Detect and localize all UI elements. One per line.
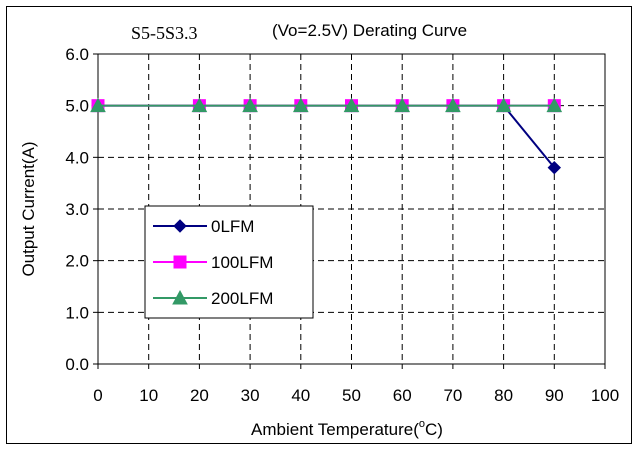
axis-ticks: 0.0 1.0 2.0 3.0 4.0 5.0 6.0 0 10 20 30 40 50 60 70 80 90… [65, 45, 619, 405]
x-tick-label: 50 [342, 386, 361, 405]
x-tick-label: 20 [190, 386, 209, 405]
data-point [191, 97, 208, 113]
data-point [495, 97, 512, 113]
x-tick-label: 100 [591, 386, 619, 405]
chart-title-model: S5-5S3.3 [131, 23, 198, 43]
x-tick-label: 40 [291, 386, 310, 405]
y-tick-label: 3.0 [65, 200, 89, 219]
legend: 0LFM 100LFM 200LFM [144, 205, 314, 319]
legend-marker [173, 255, 187, 269]
x-tick-label: 80 [494, 386, 513, 405]
y-tick-label: 1.0 [65, 303, 89, 322]
x-tick-label: 70 [443, 386, 462, 405]
legend-marker [172, 289, 188, 305]
x-axis-label-unit: C) [425, 420, 443, 439]
x-tick-label: 10 [139, 386, 158, 405]
data-point [90, 97, 106, 113]
x-axis-label-main: Ambient Temperature( [251, 420, 419, 439]
derating-chart: S5-5S3.3 (Vo=2.5V) Derating Curve 0.0 1.0… [19, 21, 619, 439]
data-point [242, 97, 258, 113]
series-layer [90, 97, 563, 175]
y-axis-label: Output Current(A) [19, 141, 38, 276]
series-200lfm [90, 97, 563, 113]
series-0lfm [91, 98, 562, 175]
legend-item: 100LFM [153, 253, 273, 272]
data-point [292, 97, 309, 113]
series-line [98, 104, 556, 169]
x-axis-label: Ambient Temperature(oC) [251, 418, 443, 439]
legend-marker [173, 219, 187, 233]
x-tick-label: 60 [393, 386, 412, 405]
y-tick-label: 5.0 [65, 97, 89, 116]
y-tick-label: 2.0 [65, 252, 89, 271]
data-point [546, 97, 563, 113]
y-tick-label: 4.0 [65, 148, 89, 167]
data-point [445, 97, 461, 113]
legend-label: 0LFM [211, 217, 254, 236]
legend-label: 100LFM [211, 253, 273, 272]
legend-label: 200LFM [211, 289, 273, 308]
legend-item: 200LFM [153, 289, 273, 308]
chart-title-text: (Vo=2.5V) Derating Curve [272, 21, 467, 40]
y-tick-label: 6.0 [65, 45, 89, 64]
legend-item: 0LFM [153, 217, 254, 236]
data-point [343, 97, 360, 113]
x-tick-label: 30 [241, 386, 260, 405]
data-point [394, 97, 411, 113]
x-axis-label-degree: o [419, 418, 425, 430]
y-tick-label: 0.0 [65, 355, 89, 374]
x-tick-label: 90 [545, 386, 564, 405]
data-point [547, 160, 562, 175]
chart-frame: S5-5S3.3 (Vo=2.5V) Derating Curve 0.0 1.0… [6, 6, 632, 444]
x-tick-label: 0 [93, 386, 102, 405]
